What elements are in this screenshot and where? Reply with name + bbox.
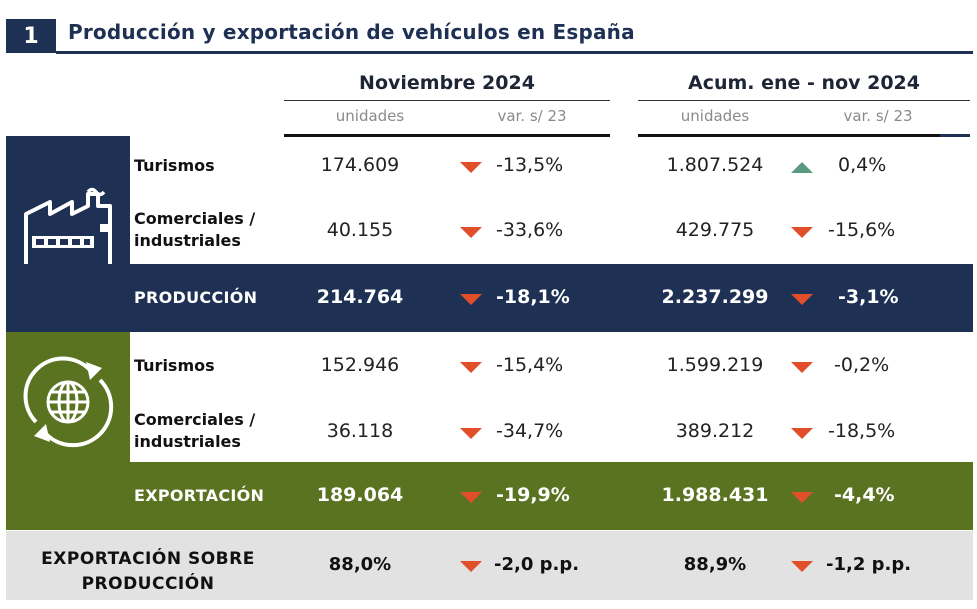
ratio-label-line1: EXPORTACIÓN SOBRE <box>41 549 255 569</box>
subheader-units-acc: unidades <box>680 107 750 125</box>
down-arrow-icon <box>791 362 813 373</box>
export-total-acc-var: -4,4% <box>834 484 895 506</box>
export-cars-acc: 1.599.219 <box>666 354 764 376</box>
section-number: 1 <box>6 19 56 53</box>
export-cars-acc-var: -0,2% <box>834 354 890 376</box>
production-commercial-acc-var: -15,6% <box>828 219 896 241</box>
export-commercial-label-line2: industriales <box>134 432 241 451</box>
production-cars-nov: 174.609 <box>320 154 400 176</box>
production-row-cars-label: Turismos <box>134 156 215 175</box>
subheader-rule-accent <box>940 134 970 137</box>
page-title: Producción y exportación de vehículos en… <box>68 20 635 44</box>
production-total-label: PRODUCCIÓN <box>134 288 258 307</box>
export-cars-nov-var: -15,4% <box>496 354 564 376</box>
export-icon-block <box>6 332 130 462</box>
production-total-nov-var: -18,1% <box>496 286 570 308</box>
production-cars-acc: 1.807.524 <box>666 154 764 176</box>
down-arrow-icon <box>460 561 482 572</box>
down-arrow-icon <box>791 561 813 572</box>
production-icon-block <box>6 136 130 272</box>
export-total-nov-var: -19,9% <box>496 484 570 506</box>
down-arrow-icon <box>791 294 813 305</box>
subheader-var-nov: var. s/ 23 <box>497 107 567 125</box>
down-arrow-icon <box>791 492 813 503</box>
export-row-cars-label: Turismos <box>134 356 215 375</box>
up-arrow-icon <box>791 162 813 173</box>
down-arrow-icon <box>791 428 813 439</box>
down-arrow-icon <box>460 362 482 373</box>
subheader-var-acc: var. s/ 23 <box>843 107 913 125</box>
export-commercial-acc: 389.212 <box>675 420 755 442</box>
ratio-acc-var: -1,2 p.p. <box>826 554 912 575</box>
down-arrow-icon <box>791 227 813 238</box>
globe-export-icon <box>23 356 114 448</box>
export-commercial-acc-var: -18,5% <box>828 420 896 442</box>
ratio-label: EXPORTACIÓN SOBRE PRODUCCIÓN <box>0 547 296 597</box>
export-total-label: EXPORTACIÓN <box>134 486 265 505</box>
ratio-acc: 88,9% <box>683 554 747 575</box>
ratio-label-line2: PRODUCCIÓN <box>81 574 215 594</box>
subheader-rule-nov <box>284 134 610 137</box>
down-arrow-icon <box>460 428 482 439</box>
header-accumulated-rule <box>638 100 970 101</box>
factory-icon <box>24 187 112 272</box>
export-commercial-label-line1: Comerciales / <box>134 410 256 429</box>
export-total-nov: 189.064 <box>316 484 404 506</box>
header-november: Noviembre 2024 <box>359 72 535 94</box>
subheader-rule-acc <box>638 134 940 137</box>
down-arrow-icon <box>460 294 482 305</box>
export-commercial-nov-var: -34,7% <box>496 420 564 442</box>
export-cars-nov: 152.946 <box>320 354 400 376</box>
export-row-commercial-label: Comerciales / industriales <box>134 409 255 453</box>
production-commercial-label-line2: industriales <box>134 231 241 250</box>
export-total-acc: 1.988.431 <box>661 484 769 506</box>
production-commercial-acc: 429.775 <box>675 219 755 241</box>
production-commercial-nov-var: -33,6% <box>496 219 564 241</box>
title-underline <box>56 51 973 54</box>
down-arrow-icon <box>460 492 482 503</box>
ratio-nov: 88,0% <box>328 554 392 575</box>
production-total-nov: 214.764 <box>316 286 404 308</box>
production-total-acc-var: -3,1% <box>838 286 899 308</box>
production-cars-acc-var: 0,4% <box>838 154 887 176</box>
production-cars-nov-var: -13,5% <box>496 154 564 176</box>
production-commercial-label-line1: Comerciales / <box>134 209 256 228</box>
header-accumulated: Acum. ene - nov 2024 <box>688 72 920 94</box>
production-commercial-nov: 40.155 <box>326 219 394 241</box>
production-row-commercial-label: Comerciales / industriales <box>134 208 255 252</box>
down-arrow-icon <box>460 162 482 173</box>
subheader-units-nov: unidades <box>335 107 405 125</box>
production-total-acc: 2.237.299 <box>661 286 769 308</box>
header-november-rule <box>284 100 610 101</box>
down-arrow-icon <box>460 227 482 238</box>
export-commercial-nov: 36.118 <box>326 420 394 442</box>
ratio-nov-var: -2,0 p.p. <box>494 554 580 575</box>
